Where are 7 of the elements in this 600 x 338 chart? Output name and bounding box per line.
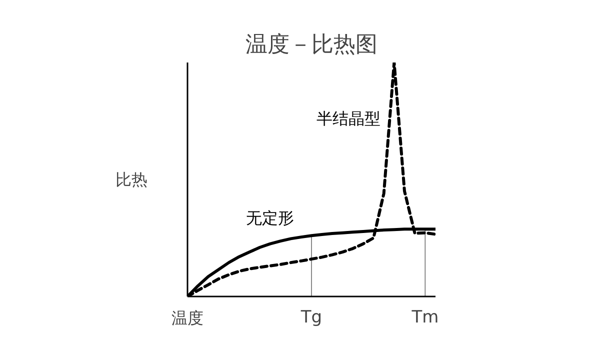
x-axis-title: 温度 [172, 308, 204, 328]
x-tick-label: Tm [410, 308, 439, 328]
series-label: 半结晶型 [316, 109, 381, 128]
x-tick-label: Tg [300, 308, 322, 328]
chart-title: 温度－比热图 [246, 32, 378, 58]
series-label: 无定形 [246, 208, 294, 228]
y-axis-title: 比热 [116, 170, 148, 189]
